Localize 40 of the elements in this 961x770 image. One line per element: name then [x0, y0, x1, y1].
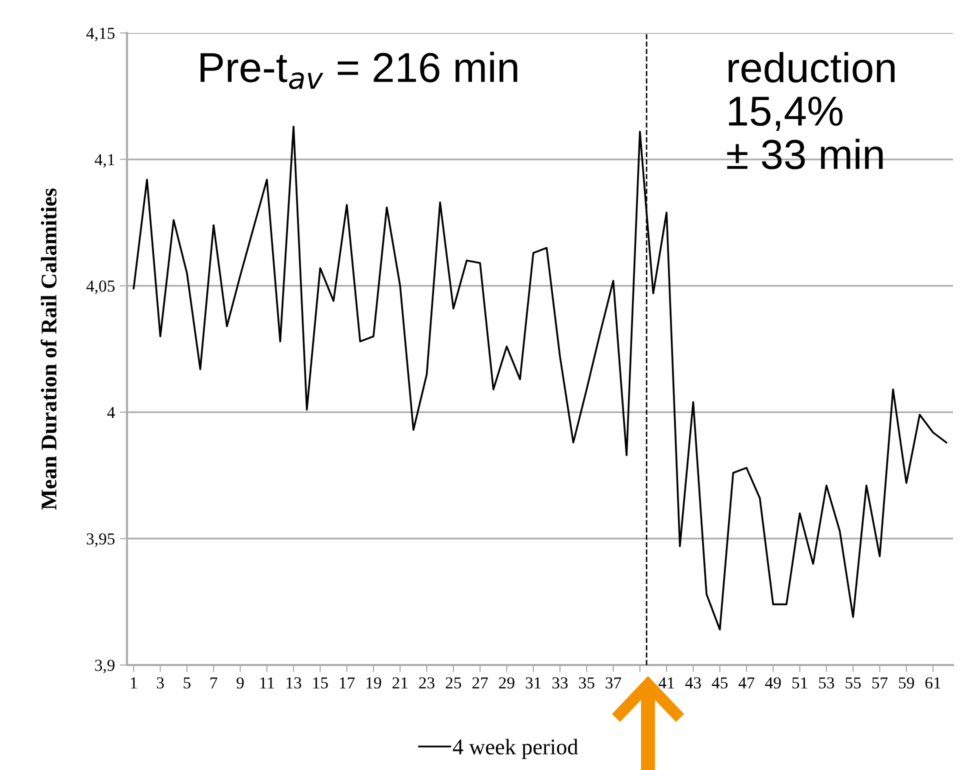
x-tick-label: 15	[313, 677, 328, 689]
x-tick-label: 57	[872, 677, 888, 689]
x-tick-label: 47	[738, 677, 754, 688]
y-tick-label: 4,15	[86, 28, 115, 42]
x-tick-label: 7	[210, 677, 218, 688]
x-tick-label: 25	[446, 677, 462, 689]
x-tick-label: 43	[685, 677, 701, 689]
x-tick-label: 3	[156, 677, 164, 689]
x-tick-label: 29	[499, 677, 514, 689]
x-tick-label: 19	[366, 677, 382, 689]
annotation: Pre-t$_{av}$ = 216 min	[200, 52, 518, 90]
x-tick-label: 9	[236, 677, 244, 689]
y-tick-label: 4,1	[94, 154, 114, 168]
x-tick-label: 1	[130, 677, 137, 688]
y-tick-label: 3,9	[95, 660, 115, 674]
x-tick-label: 21	[392, 677, 408, 688]
x-tick-label: 37	[606, 677, 622, 689]
x-tick-label: 31	[526, 677, 541, 689]
y-tick-label: 3,95	[86, 533, 115, 547]
x-tick-label: 61	[925, 677, 940, 689]
x-tick-label: 53	[819, 677, 834, 689]
x-tick-label: 13	[286, 677, 302, 689]
y-tick-label: 4,05	[86, 280, 115, 294]
x-tick-label: 49	[765, 677, 781, 689]
x-tick-label: 11	[260, 677, 274, 688]
y-tick-label: 4	[107, 407, 115, 418]
x-tick-label: 35	[579, 677, 594, 689]
legend-label: 4 week period	[452, 738, 578, 760]
x-tick-label: 51	[792, 677, 808, 689]
x-tick-label: 17	[340, 677, 355, 688]
x-tick-label: 5	[184, 677, 190, 689]
y-axis-title: Mean Duration of Rail Calamities	[40, 188, 57, 510]
annotation: reduction 15,4% ± 33 min	[727, 52, 895, 170]
x-tick-label: 41	[658, 677, 674, 688]
x-tick-label: 59	[899, 677, 914, 689]
x-tick-label: 23	[419, 677, 434, 689]
x-tick-label: 55	[846, 677, 861, 689]
x-tick-label: 45	[712, 677, 728, 689]
x-tick-label: 27	[472, 677, 488, 688]
x-tick-label: 33	[552, 677, 568, 689]
